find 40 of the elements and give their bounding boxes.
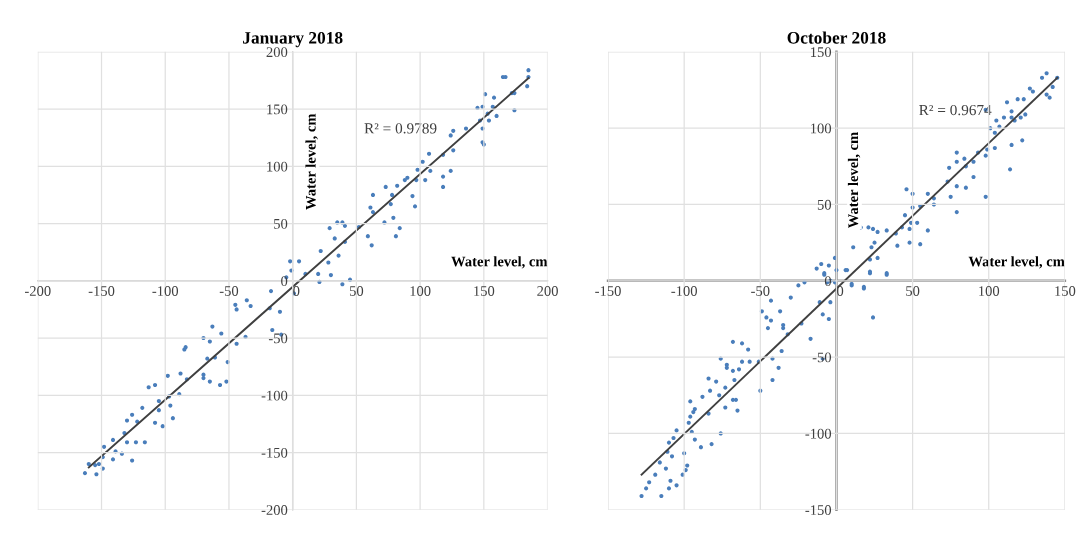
y-tick-label: 100 xyxy=(267,161,288,172)
y-tick-label: -150 xyxy=(261,447,288,458)
y-tick-label: -50 xyxy=(268,333,288,344)
x-axis-title: Water level, cm xyxy=(451,256,548,269)
y-tick-label: -50 xyxy=(812,352,832,363)
y-tick-label: -200 xyxy=(261,505,288,515)
x-axis-title: Water level, cm xyxy=(968,256,1065,269)
x-tick-label: 50 xyxy=(349,286,364,296)
x-tick-label: 50 xyxy=(906,286,920,296)
annotation: R² = 0.9789 xyxy=(364,123,437,134)
x-tick-label: -200 xyxy=(24,286,51,296)
x-tick-label: -100 xyxy=(152,286,179,296)
x-tick-label: -50 xyxy=(751,286,770,296)
chart-title: January 2018 xyxy=(243,31,343,48)
x-tick-label: 0 xyxy=(837,286,844,296)
chart-title: October 2018 xyxy=(787,31,886,44)
y-tick-label: 50 xyxy=(274,218,288,229)
y-tick-label: 50 xyxy=(817,199,832,210)
annotation: R² = 0.9674 xyxy=(919,104,992,116)
x-tick-label: 0 xyxy=(293,286,300,296)
y-tick-label: 150 xyxy=(267,104,288,115)
y-tick-label: -100 xyxy=(261,390,288,401)
y-tick-label: 150 xyxy=(811,47,832,58)
y-axis-title: Water level, cm xyxy=(305,113,318,210)
x-tick-label: 150 xyxy=(1055,286,1076,296)
x-tick-label: -50 xyxy=(219,286,239,296)
y-tick-label: -150 xyxy=(805,505,832,515)
y-tick-label: -100 xyxy=(805,428,832,439)
y-tick-label: 0 xyxy=(281,276,288,286)
x-tick-label: 150 xyxy=(474,286,495,296)
y-tick-label: 200 xyxy=(266,47,288,58)
y-tick-label: 100 xyxy=(811,123,832,134)
x-tick-label: 100 xyxy=(979,286,1000,296)
x-tick-label: -150 xyxy=(595,286,621,296)
x-tick-label: 100 xyxy=(410,286,431,296)
y-axis-title: Water level, cm xyxy=(847,132,861,229)
x-tick-label: -150 xyxy=(88,286,115,296)
y-tick-label: 0 xyxy=(824,276,832,286)
x-tick-label: -100 xyxy=(671,286,697,296)
x-tick-label: 200 xyxy=(537,286,558,296)
